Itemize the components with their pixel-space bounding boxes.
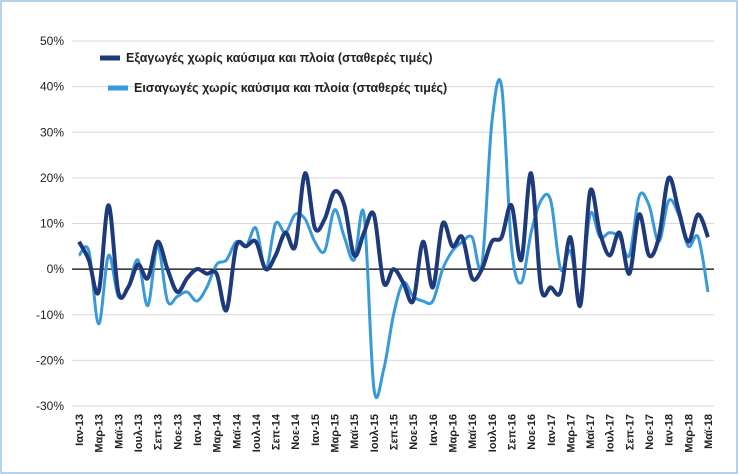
x-tick-label: Ιαν-15 xyxy=(310,414,322,446)
x-tick-label: Νοε-15 xyxy=(408,414,420,450)
x-tick-label: Μαϊ-13 xyxy=(113,414,125,449)
x-tick-label: Σεπ-16 xyxy=(506,414,518,450)
x-tick-label: Μαϊ-18 xyxy=(703,414,715,449)
y-tick-label: 0% xyxy=(47,262,65,276)
x-tick-label: Μαϊ-15 xyxy=(349,414,361,449)
legend-label: Εισαγωγές χωρίς καύσιμα και πλοία (σταθε… xyxy=(134,81,447,95)
x-tick-label: Σεπ-13 xyxy=(153,414,165,450)
x-tick-label: Νοε-17 xyxy=(644,414,656,450)
y-tick-label: -20% xyxy=(36,353,64,367)
x-tick-label: Μαρ-18 xyxy=(683,414,695,453)
y-tick-label: 20% xyxy=(40,171,64,185)
y-tick-label: -10% xyxy=(36,308,64,322)
y-tick-label: 10% xyxy=(40,217,64,231)
x-tick-label: Ιαν-16 xyxy=(428,414,440,446)
x-tick-label: Σεπ-17 xyxy=(624,414,636,450)
x-tick-label: Ιαν-18 xyxy=(664,414,676,446)
x-tick-label: Νοε-13 xyxy=(172,414,184,450)
x-tick-label: Νοε-14 xyxy=(290,413,302,450)
x-tick-label: Μαρ-13 xyxy=(94,414,106,453)
x-tick-label: Μαϊ-14 xyxy=(231,413,243,449)
x-tick-label: Ιαν-14 xyxy=(192,413,204,446)
y-tick-label: 30% xyxy=(40,125,64,139)
x-tick-label: Ιαν-17 xyxy=(546,414,558,446)
x-tick-label: Μαρ-15 xyxy=(330,414,342,453)
x-tick-label: Σεπ-14 xyxy=(271,413,283,450)
x-tick-label: Νοε-16 xyxy=(526,414,538,450)
y-tick-label: 50% xyxy=(40,34,64,48)
series-line xyxy=(77,171,710,313)
x-tick-label: Μαϊ-16 xyxy=(467,414,479,449)
x-tick-label: Ιαν-13 xyxy=(74,414,86,446)
x-tick-label: Μαρ-14 xyxy=(212,413,224,453)
x-tick-label: Ιουλ-13 xyxy=(133,414,145,452)
x-tick-label: Ιουλ-14 xyxy=(251,413,263,452)
x-tick-label: Ιουλ-16 xyxy=(487,414,499,452)
legend-label: Εξαγωγές χωρίς καύσιμα και πλοία (σταθερ… xyxy=(126,51,433,65)
y-tick-label: 40% xyxy=(40,80,64,94)
x-tick-label: Ιουλ-17 xyxy=(605,414,617,452)
x-tick-label: Μαρ-17 xyxy=(565,414,577,453)
x-tick-label: Ιουλ-15 xyxy=(369,414,381,452)
x-tick-label: Μαϊ-17 xyxy=(585,414,597,449)
x-tick-label: Μαρ-16 xyxy=(447,414,459,453)
x-tick-label: Σεπ-15 xyxy=(389,414,401,450)
y-tick-label: -30% xyxy=(36,399,64,413)
